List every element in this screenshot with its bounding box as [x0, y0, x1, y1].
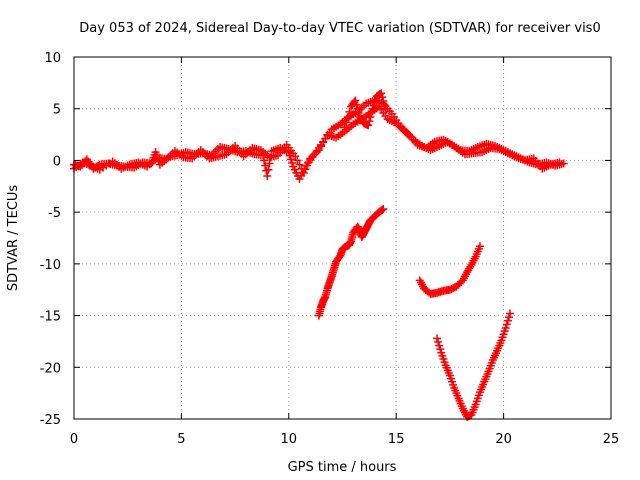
data-point — [503, 316, 512, 325]
data-point — [354, 108, 363, 117]
y-axis-label: SDTVAR / TECUs — [6, 185, 21, 292]
x-tick-label: 15 — [388, 432, 405, 447]
x-tick-label: 0 — [70, 432, 78, 447]
series-2 — [70, 102, 564, 177]
y-tick-label: -25 — [40, 413, 61, 428]
data-point — [501, 323, 510, 332]
data-point — [261, 161, 270, 170]
data-point — [377, 89, 386, 98]
series-3 — [340, 89, 390, 132]
data-point — [260, 156, 269, 165]
data-point — [366, 112, 375, 121]
chart-title: Day 053 of 2024, Sidereal Day-to-day VTE… — [79, 21, 600, 36]
data-point — [378, 205, 387, 214]
data-point — [301, 165, 310, 174]
x-tick-label: 25 — [603, 432, 620, 447]
axis-ticks: 0 5 10 15 20 25 10 5 0 -5 -10 -15 -20 -25 — [40, 51, 620, 447]
data-point — [504, 313, 513, 322]
x-tick-label: 5 — [177, 432, 185, 447]
data-point — [379, 96, 388, 105]
data-point — [378, 93, 387, 102]
x-tick-label: 20 — [495, 432, 512, 447]
x-tick-label: 10 — [281, 432, 298, 447]
series-4 — [314, 205, 388, 320]
data-marks — [70, 89, 568, 421]
data-point — [291, 152, 300, 161]
y-tick-label: -5 — [48, 206, 61, 221]
y-tick-label: 10 — [44, 51, 61, 66]
data-point — [381, 104, 390, 113]
data-point — [506, 309, 515, 318]
y-tick-label: 0 — [53, 154, 61, 169]
data-point — [434, 337, 443, 346]
grid — [74, 57, 611, 419]
data-point — [286, 155, 295, 164]
series-5 — [415, 242, 484, 298]
data-point — [351, 96, 360, 105]
data-point — [379, 205, 388, 214]
data-point — [436, 345, 445, 354]
x-axis-label: GPS time / hours — [288, 460, 397, 475]
plot-frame — [73, 56, 612, 420]
data-point — [295, 160, 304, 169]
data-point — [475, 242, 484, 251]
y-tick-label: -15 — [40, 310, 61, 325]
data-point — [380, 100, 389, 109]
data-point — [293, 156, 302, 165]
data-point — [303, 161, 312, 170]
data-point — [299, 168, 308, 177]
data-point — [502, 320, 511, 329]
data-point — [365, 117, 374, 126]
data-point — [352, 100, 361, 109]
data-point — [433, 334, 442, 343]
data-point — [555, 158, 564, 167]
data-point — [364, 121, 373, 130]
data-point — [342, 118, 351, 127]
data-point — [367, 108, 376, 117]
data-point — [288, 159, 297, 168]
data-point — [343, 112, 352, 121]
data-point — [345, 107, 354, 116]
y-tick-label: -10 — [40, 258, 61, 273]
data-point — [263, 171, 272, 180]
data-point — [304, 157, 313, 166]
y-tick-label: -20 — [40, 361, 61, 376]
y-tick-label: 5 — [53, 103, 61, 118]
data-point — [264, 165, 273, 174]
data-point — [353, 104, 362, 113]
data-point — [340, 123, 349, 132]
data-point — [435, 341, 444, 350]
